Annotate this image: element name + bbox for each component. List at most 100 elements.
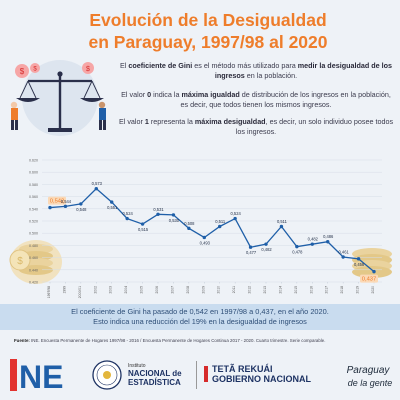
- data-value-label: 0,493: [200, 240, 211, 245]
- y-tick-label: 0.440: [29, 268, 38, 272]
- svg-text:$: $: [17, 256, 23, 267]
- data-value-label: 0,530: [169, 218, 180, 223]
- data-point: [156, 212, 160, 216]
- data-point: [218, 224, 222, 229]
- svg-text:$: $: [86, 66, 90, 73]
- source-label: Fuente:: [14, 338, 30, 343]
- data-value-label: 0,437: [362, 277, 377, 283]
- gini-def-text-c: es el método más utilizado para: [192, 61, 298, 70]
- x-tick-label: 2015: [294, 286, 298, 294]
- gini-zero-text-e: de distribución de los ingresos en la po…: [180, 90, 391, 109]
- gini-def-text-d: medir la desigualdad de los ingresos: [214, 61, 393, 80]
- y-tick-label: 0.600: [29, 171, 38, 175]
- x-tick-label: 2002: [93, 286, 97, 294]
- chart-x-ticks: 1997/98 1999 2000/01 2002 2003 2004 2005 2006 20…: [47, 282, 375, 298]
- x-tick-label: 2017: [325, 286, 329, 294]
- gini-zero-explanation: El valor 0 indica la máxima igualdad de …: [118, 90, 394, 109]
- title-line-2: en Paraguay, 1997/98 al 2020: [88, 32, 328, 52]
- x-tick-label: 2006: [155, 286, 159, 294]
- data-point: [341, 255, 345, 259]
- government-mark-icon: [204, 366, 208, 382]
- data-value-label: 0,461: [339, 249, 350, 254]
- y-tick-label: 0.500: [29, 232, 38, 236]
- data-point: [48, 205, 52, 210]
- x-tick-label: 2020: [371, 286, 375, 294]
- summary-line-2: Esto indica una reducción del 19% en la …: [93, 317, 307, 326]
- data-point: [356, 257, 361, 261]
- coin-stack-left-icon: $: [9, 240, 62, 284]
- data-value-label: 0,477: [246, 250, 257, 255]
- data-value-label: 0,511: [277, 219, 288, 224]
- gini-one-text-d: máxima desigualdad: [194, 117, 266, 126]
- chart-y-ticks: 0.420 0.440 0.460 0.480 0.500 0.520 0.540 0.560…: [29, 159, 38, 285]
- data-value-label: 0,482: [308, 237, 319, 242]
- page-title: Evolución de la Desigualdad en Paraguay,…: [20, 9, 396, 53]
- institution-name-line-1: NACIONAL de: [128, 369, 182, 378]
- scale-illustration-icon: $ $ $: [10, 60, 106, 136]
- x-tick-label: 2019: [356, 286, 360, 294]
- ine-logo: NE: [10, 359, 63, 394]
- gini-series-line: [49, 187, 375, 273]
- data-value-label: 0,486: [323, 234, 334, 239]
- x-tick-label: 2004: [124, 286, 128, 294]
- x-tick-label: 2003: [109, 286, 113, 294]
- source-text: INE. Encuesta Permanente de Hogares 1997…: [29, 338, 326, 343]
- data-value-label: 0,531: [153, 207, 164, 212]
- data-value-label: 0,511: [215, 219, 226, 224]
- ine-logo-text: NE: [19, 359, 63, 394]
- summary-line-1: El coeficiente de Gini ha pasado de 0,54…: [71, 307, 329, 316]
- y-tick-label: 0.580: [29, 183, 38, 187]
- gini-zero-text-d: máxima igualdad: [181, 90, 240, 99]
- data-point: [248, 245, 253, 249]
- gini-definition: El coeficiente de Gini es el método más …: [118, 61, 394, 80]
- data-value-label: 0,458: [354, 262, 365, 267]
- data-point: [372, 269, 376, 274]
- y-tick-label: 0.480: [29, 244, 38, 248]
- x-tick-label: 2010: [217, 286, 221, 294]
- government-name-line-1: TETÃ REKUÁI: [212, 364, 273, 374]
- data-point: [279, 224, 284, 229]
- gini-one-text-a: El valor: [118, 117, 145, 126]
- title-line-1: Evolución de la Desigualdad: [89, 10, 327, 30]
- data-point: [63, 204, 68, 209]
- gini-zero-text-b: 0: [147, 90, 152, 99]
- data-point: [310, 242, 314, 246]
- x-tick-label: 2014: [278, 286, 282, 294]
- svg-text:$: $: [20, 67, 25, 76]
- x-tick-label: 2000/01: [78, 286, 82, 298]
- data-point: [326, 240, 330, 244]
- slogan-line-1: Paraguay: [347, 365, 391, 376]
- data-value-label: 0,515: [138, 227, 149, 232]
- data-point: [202, 235, 206, 240]
- data-value-label: 0,524: [231, 211, 242, 216]
- source-note: Fuente: INE. Encuesta Permanente de Hoga…: [14, 338, 394, 343]
- x-tick-label: 2005: [140, 286, 144, 294]
- y-tick-label: 0.540: [29, 207, 38, 211]
- gini-line-chart: $ 0.420 0.440 0.460 0.480 0.500 0.520 0.540 0.5…: [9, 159, 392, 298]
- data-value-label: 0,478: [292, 250, 303, 255]
- data-point: [79, 202, 83, 206]
- y-tick-label: 0.460: [29, 256, 38, 260]
- data-value-label: 0,482: [261, 247, 272, 252]
- y-tick-label: 0.560: [29, 195, 38, 199]
- x-tick-label: 2012: [248, 286, 252, 294]
- paraguay-de-la-gente-logo: Paraguay de la gente: [347, 365, 393, 388]
- y-tick-label: 0.420: [29, 281, 38, 285]
- gini-def-text-e: en la población.: [244, 70, 298, 80]
- data-point: [187, 226, 191, 231]
- y-tick-label: 0.520: [29, 220, 38, 224]
- footer: NE Instituto NACIONAL de ESTADÍSTICA TET…: [0, 350, 400, 400]
- x-tick-label: 2007: [170, 286, 174, 294]
- x-tick-label: 2009: [201, 286, 205, 294]
- institution-name-line-2: ESTADÍSTICA: [128, 378, 181, 387]
- data-point: [295, 244, 299, 249]
- data-value-label: 0,551: [107, 205, 118, 210]
- gini-zero-text-a: El valor: [121, 90, 148, 99]
- data-value-label: 0,544: [61, 199, 72, 204]
- national-seal-icon: [92, 360, 122, 390]
- data-value-label: 0,573: [92, 181, 103, 186]
- data-value-label: 0,542: [50, 199, 65, 205]
- gini-one-text-c: representa la: [148, 117, 195, 126]
